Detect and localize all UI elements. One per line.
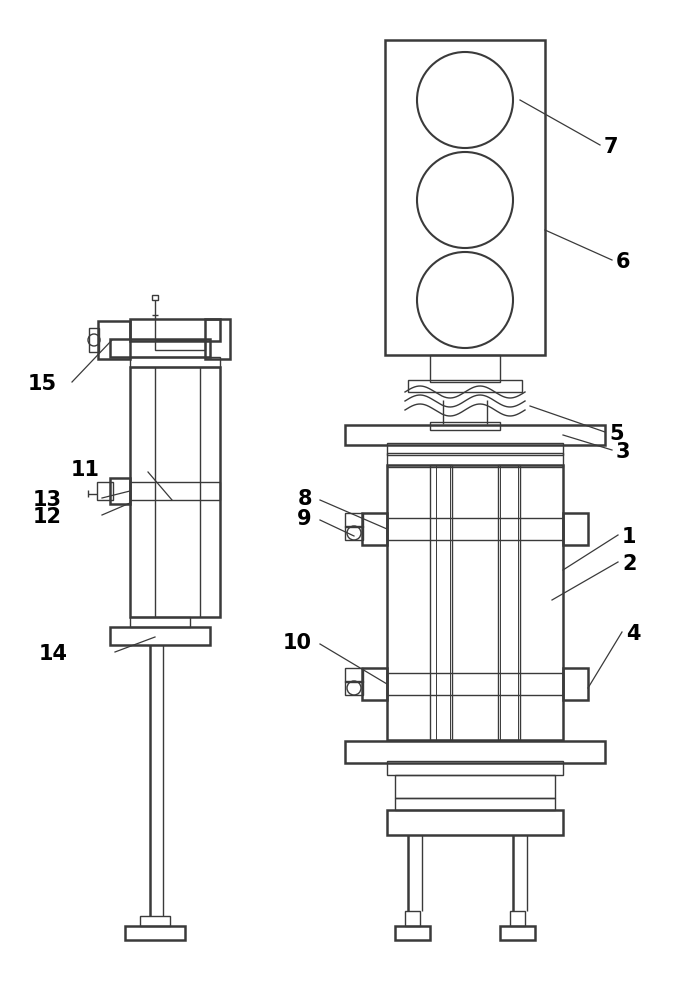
Bar — [405, 911, 420, 926]
Bar — [510, 911, 525, 926]
Text: 8: 8 — [298, 489, 312, 509]
Bar — [345, 668, 363, 682]
Bar — [362, 513, 387, 545]
Bar — [130, 482, 220, 500]
Text: 13: 13 — [33, 490, 62, 510]
Bar — [362, 668, 387, 700]
Bar — [430, 422, 500, 430]
Text: 12: 12 — [33, 507, 62, 527]
Text: 5: 5 — [609, 424, 624, 444]
Bar — [387, 761, 563, 775]
Text: 9: 9 — [297, 509, 312, 529]
Bar — [130, 319, 220, 341]
Bar — [387, 518, 563, 540]
Bar — [110, 627, 210, 645]
Bar — [130, 367, 220, 617]
Bar — [387, 673, 563, 695]
Bar — [97, 482, 113, 500]
Bar — [205, 319, 230, 359]
Text: 7: 7 — [604, 137, 619, 157]
Bar — [345, 513, 363, 527]
Bar — [395, 775, 555, 798]
Bar — [345, 741, 605, 763]
Bar — [130, 357, 220, 367]
Bar — [345, 526, 363, 540]
Bar — [140, 916, 170, 926]
Bar — [98, 321, 130, 359]
Text: 15: 15 — [28, 374, 57, 394]
Text: 10: 10 — [283, 633, 312, 653]
Bar — [387, 465, 563, 740]
Bar — [430, 355, 500, 382]
Bar — [395, 798, 555, 810]
Bar — [563, 668, 588, 700]
Text: 6: 6 — [616, 252, 630, 272]
Bar — [130, 617, 190, 627]
Bar — [385, 40, 545, 355]
Bar — [387, 453, 563, 467]
Bar — [152, 295, 158, 300]
Text: 1: 1 — [622, 527, 637, 547]
Bar — [345, 681, 363, 695]
Bar — [89, 328, 99, 352]
Text: 11: 11 — [71, 460, 100, 480]
Bar — [500, 926, 535, 940]
Bar — [155, 340, 205, 350]
Text: 3: 3 — [616, 442, 630, 462]
Bar — [563, 513, 588, 545]
Bar — [395, 926, 430, 940]
Bar — [125, 926, 185, 940]
Bar — [345, 425, 605, 445]
Text: 14: 14 — [39, 644, 68, 664]
Bar — [408, 380, 522, 392]
Bar — [498, 465, 520, 740]
Text: 4: 4 — [626, 624, 640, 644]
Bar — [110, 478, 130, 504]
Bar — [110, 339, 210, 357]
Text: 2: 2 — [622, 554, 637, 574]
Bar — [387, 443, 563, 455]
Bar — [430, 465, 452, 740]
Bar — [387, 810, 563, 835]
